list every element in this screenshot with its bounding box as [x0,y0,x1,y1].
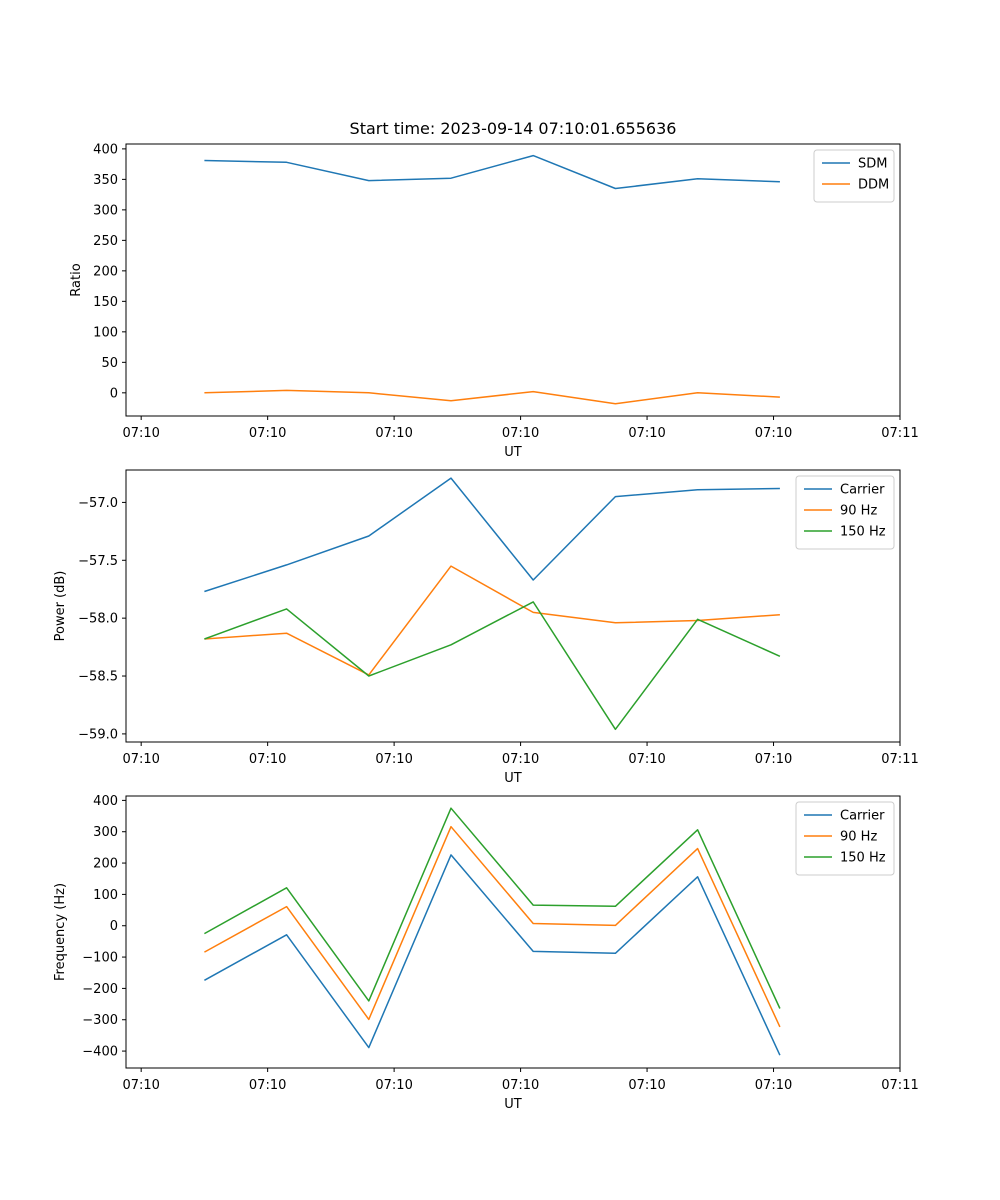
y-tick-label: −59.0 [78,727,118,742]
legend-label: 90 Hz [840,504,877,519]
y-tick-label: 300 [93,825,118,840]
y-axis-label: Frequency (Hz) [53,883,68,981]
series-line-ddm [204,389,780,405]
y-tick-label: 200 [93,264,118,279]
series-line-carrier [204,854,781,1056]
y-tick-label: 250 [93,234,118,249]
series-line-90-hz [204,825,781,1028]
series-line-carrier [204,477,780,593]
y-tick-label: −57.0 [78,496,118,511]
axes-frame [125,469,901,743]
y-tick-label: 350 [93,173,118,188]
x-tick-label: 07:11 [881,1078,918,1093]
x-tick-label: 07:11 [881,426,918,441]
x-tick-label: 07:11 [881,752,918,767]
x-tick-label: 07:10 [122,752,159,767]
legend: Carrier 90 Hz 150 Hz [795,475,895,550]
y-tick-label: −300 [82,1013,118,1028]
y-tick-label: 0 [110,919,118,934]
x-tick-label: 07:10 [122,1078,159,1093]
series-line-90-hz [204,565,780,676]
y-tick-label: −100 [82,951,118,966]
x-tick-label: 07:10 [755,1078,792,1093]
y-tick-label: −58.5 [78,670,118,685]
axes-frame [125,795,901,1069]
x-tick-label: 07:10 [502,1078,539,1093]
x-tick-label: 07:10 [375,752,412,767]
legend: Carrier 90 Hz 150 Hz [795,801,895,876]
series-line-sdm [204,154,780,190]
y-axis-label: Ratio [69,263,84,296]
x-tick-label: 07:10 [628,426,665,441]
x-tick-label: 07:10 [628,1078,665,1093]
x-tick-label: 07:10 [249,752,286,767]
x-tick-label: 07:10 [502,426,539,441]
series-line-150-hz [204,807,781,1009]
legend-label: Carrier [840,483,885,498]
y-tick-label: 400 [93,142,118,157]
x-tick-label: 07:10 [628,752,665,767]
y-tick-label: −200 [82,982,118,997]
x-axis-label: UT [504,445,522,460]
y-tick-label: 100 [93,325,118,340]
legend-label: 150 Hz [840,525,886,540]
x-tick-label: 07:10 [755,752,792,767]
legend-label: 150 Hz [840,851,886,866]
y-axis-label: Power (dB) [53,571,68,642]
y-tick-label: 100 [93,888,118,903]
x-axis-label: UT [504,1097,522,1112]
x-tick-label: 07:10 [375,1078,412,1093]
x-tick-label: 07:10 [249,1078,286,1093]
chart-panel-2: 07:10 07:10 07:10 07:10 07:10 07:10 07:11 −59.0… [53,469,919,786]
y-tick-label: −58.0 [78,612,118,627]
chart-panel-1: 07:10 07:10 07:10 07:10 07:10 07:10 07:11 0 50 10… [69,142,919,460]
x-tick-label: 07:10 [375,426,412,441]
y-tick-label: −400 [82,1045,118,1060]
y-tick-label: 200 [93,857,118,872]
y-tick-label: 150 [93,295,118,310]
legend-label: DDM [858,178,889,193]
figure-title: Start time: 2023-09-14 07:10:01.655636 [349,119,677,138]
x-tick-label: 07:10 [122,426,159,441]
legend-label: 90 Hz [840,830,877,845]
legend-label: Carrier [840,809,885,824]
y-tick-label: −57.5 [78,554,118,569]
y-tick-label: 300 [93,203,118,218]
x-tick-label: 07:10 [249,426,286,441]
legend-label: SDM [858,157,887,172]
series-line-150-hz [204,601,781,731]
chart-panel-3: 07:10 07:10 07:10 07:10 07:10 07:10 07:11 −400 −… [53,794,919,1112]
x-tick-label: 07:10 [755,426,792,441]
y-tick-label: 50 [101,356,118,371]
y-tick-label: 0 [110,386,118,401]
x-tick-label: 07:10 [502,752,539,767]
y-tick-label: 400 [93,794,118,809]
axes-frame [125,143,901,417]
x-axis-label: UT [504,771,522,786]
legend: SDM DDM [813,149,895,203]
